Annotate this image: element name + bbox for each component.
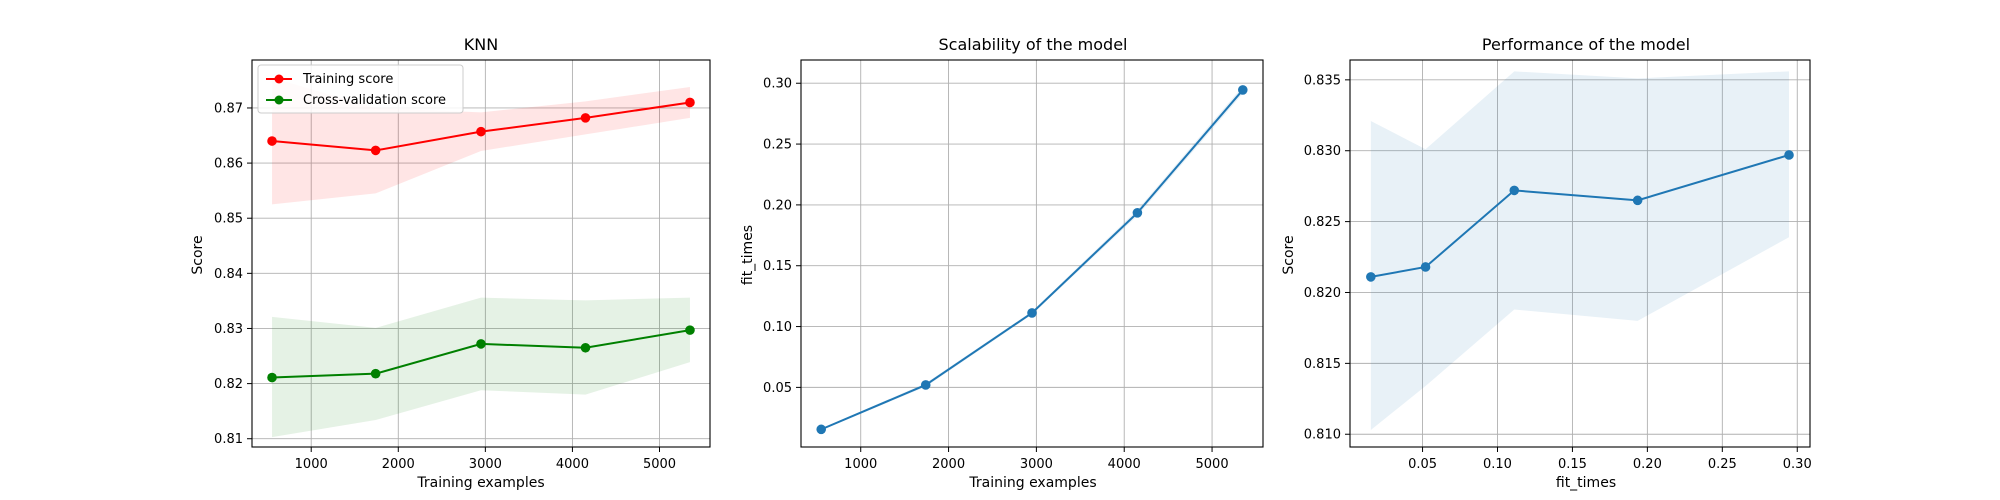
series-point	[1237, 85, 1248, 95]
training-score-point	[476, 126, 486, 137]
x-tick-label: 0.15	[1558, 457, 1587, 472]
panel-knn-ylabel: Score	[190, 235, 206, 274]
y-tick-label: 0.87	[214, 101, 243, 116]
training-score-point	[370, 145, 381, 156]
legend-box	[257, 64, 464, 114]
x-tick-label: 1000	[844, 457, 877, 472]
x-tick-label: 4000	[1108, 457, 1141, 472]
series-point	[816, 424, 827, 435]
panel-knn-title: KNN	[464, 35, 498, 54]
series-point	[1784, 150, 1794, 160]
panel-performance-xlabel: fit_times	[1556, 475, 1616, 491]
y-tick-label: 0.10	[763, 320, 792, 335]
x-tick-label: 2000	[932, 457, 965, 472]
series-point	[920, 380, 931, 390]
panel-scalability-xlabel: Training examples	[968, 475, 1096, 491]
x-tick-label: 2000	[382, 457, 415, 472]
training-score-point	[580, 113, 591, 123]
y-tick-label: 0.86	[214, 157, 243, 172]
y-tick-label: 0.810	[1304, 428, 1341, 443]
cross-validation-score-point	[370, 368, 381, 379]
panel-scalability-ylabel: fit_times	[740, 225, 756, 285]
x-tick-label: 0.05	[1408, 457, 1437, 472]
panel-scalability: Scalability of the model Training exampl…	[740, 35, 1264, 491]
x-tick-label: 5000	[643, 457, 676, 472]
x-tick-label: 0.25	[1708, 457, 1737, 472]
y-tick-label: 0.15	[763, 259, 792, 274]
series-point	[1366, 272, 1376, 282]
x-tick-label: 5000	[1196, 457, 1229, 472]
panel-performance-plot-area: 0.05 0.10 0.15 0.20 0.25 0.30 0.810 0.815 0.820 0…	[1304, 59, 1812, 472]
series-point	[1632, 195, 1643, 206]
y-tick-label: 0.825	[1304, 215, 1341, 230]
training-score-point	[267, 136, 277, 146]
y-tick-label: 0.830	[1304, 144, 1341, 159]
panel-performance: Performance of the model fit_times Score…	[1281, 35, 1812, 491]
legend: Training score Cross-validation score	[257, 64, 464, 114]
legend-training-marker	[274, 74, 284, 84]
series-point	[1509, 185, 1520, 196]
x-tick-label: 0.20	[1633, 457, 1662, 472]
legend-training-label: Training score	[302, 72, 393, 87]
training-score-point	[685, 97, 695, 108]
axes-frame	[251, 59, 711, 448]
legend-cv-label: Cross-validation score	[303, 93, 446, 108]
axes-frame	[800, 59, 1264, 448]
cross-validation-score-point	[580, 342, 591, 353]
legend-cv-marker	[274, 95, 284, 105]
y-tick-label: 0.05	[763, 381, 792, 396]
y-tick-label: 0.85	[214, 212, 243, 227]
y-tick-label: 0.20	[763, 198, 792, 213]
y-tick-label: 0.25	[763, 138, 792, 153]
y-tick-label: 0.820	[1304, 286, 1341, 301]
series-point	[1420, 262, 1431, 272]
panel-scalability-title: Scalability of the model	[939, 35, 1128, 54]
series-point	[1027, 308, 1037, 318]
cross-validation-score-std-band	[272, 297, 690, 438]
series-std-band	[1370, 71, 1790, 430]
series-point	[1132, 208, 1143, 218]
cross-validation-score-point	[476, 339, 486, 349]
y-tick-label: 0.82	[214, 377, 243, 392]
y-tick-label: 0.30	[763, 77, 792, 92]
axes-frame	[1349, 59, 1811, 448]
panel-knn-learning-curve: KNN Training examples Score 1000 2000 3000…	[190, 35, 711, 491]
x-tick-label: 1000	[295, 457, 328, 472]
cross-validation-score-point	[685, 325, 695, 335]
y-tick-label: 0.83	[214, 322, 243, 337]
cross-validation-score-point	[267, 372, 277, 383]
panel-performance-title: Performance of the model	[1482, 35, 1690, 54]
y-tick-label: 0.81	[214, 432, 243, 447]
panel-scalability-plot-area: 1000 2000 3000 4000 5000 0.05 0.10 0.15 0.20 0.25…	[763, 59, 1264, 472]
panel-performance-ylabel: Score	[1281, 235, 1297, 274]
x-tick-label: 3000	[469, 457, 502, 472]
x-tick-label: 3000	[1020, 457, 1053, 472]
y-tick-label: 0.835	[1304, 73, 1341, 88]
x-tick-label: 0.30	[1783, 457, 1812, 472]
x-tick-label: 4000	[556, 457, 589, 472]
y-tick-label: 0.815	[1304, 357, 1341, 372]
x-tick-label: 0.10	[1483, 457, 1512, 472]
y-tick-label: 0.84	[214, 267, 243, 282]
panel-knn-xlabel: Training examples	[416, 475, 544, 491]
